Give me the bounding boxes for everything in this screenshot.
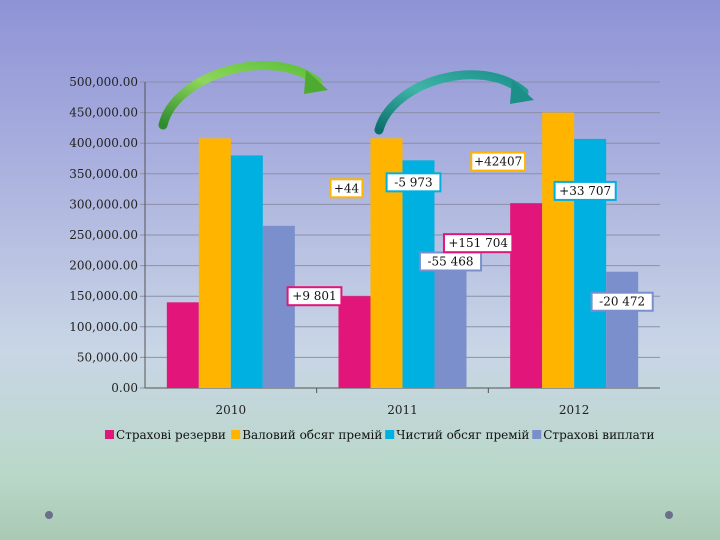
annotation-box: +9 801 (286, 286, 343, 307)
bullet-dot-right (665, 511, 673, 519)
legend: Страхові резерви Валовий обсяг премій Чист… (105, 428, 654, 442)
y-tick-label: 150,000.00 (69, 289, 138, 303)
annotation-box: -20 472 (590, 291, 654, 312)
annotation-box: +42407 (470, 151, 527, 172)
bar (542, 112, 575, 388)
annotation-frame (385, 172, 442, 193)
bar (166, 302, 199, 388)
arrow-2010-to-2011 (158, 61, 328, 130)
y-tick-label: 300,000.00 (69, 197, 138, 211)
annotation-label: -55 468 (427, 254, 473, 268)
arrow-2011-to-2012 (374, 70, 534, 135)
bullet-dot-left (45, 511, 53, 519)
annotation-label: -5 973 (394, 175, 432, 189)
x-axis-categories: 2010 2011 2012 (216, 403, 590, 417)
legend-label: Чистий обсяг премій (396, 428, 529, 442)
y-tick-label: 500,000.00 (69, 75, 138, 89)
annotation-label: +151 704 (448, 236, 508, 250)
bar (510, 203, 543, 388)
legend-label: Страхові резерви (116, 428, 226, 442)
legend-label: Страхові виплати (543, 428, 654, 442)
y-tick-label: 0.00 (111, 381, 138, 395)
bars (166, 112, 639, 388)
y-tick-label: 400,000.00 (69, 136, 138, 150)
annotation-frame (286, 286, 343, 307)
annotation-label: +9 801 (292, 289, 336, 303)
y-tick-label: 250,000.00 (69, 228, 138, 242)
annotation-frame (329, 178, 364, 199)
annotation-box: +33 707 (553, 180, 617, 201)
annotation-frame (442, 233, 514, 254)
bar (198, 138, 231, 388)
bar (338, 296, 371, 388)
bar (574, 138, 607, 388)
x-category-label: 2012 (559, 403, 590, 417)
y-tick-label: 100,000.00 (69, 320, 138, 334)
x-category-label: 2010 (216, 403, 247, 417)
legend-swatch (532, 430, 542, 439)
bar (230, 155, 263, 388)
annotation-frame (553, 180, 617, 201)
y-tick-label: 200,000.00 (69, 259, 138, 273)
y-axis-ticks: 0.00 50,000.00 100,000.00 150,000.00 200,000… (69, 75, 138, 395)
bar (402, 160, 435, 388)
bar (434, 259, 467, 388)
annotation-box: -5 973 (385, 172, 442, 193)
annotation-label: +33 707 (559, 184, 611, 198)
annotation-frame (470, 151, 527, 172)
change-annotations: +44 -5 973 +9 801 -55 468 +42407 +33 707 +151 … (286, 151, 654, 312)
annotation-frame (590, 291, 654, 312)
bar (262, 225, 295, 388)
bar (606, 271, 639, 388)
y-tick-label: 350,000.00 (69, 167, 138, 181)
annotation-box: -55 468 (418, 251, 483, 272)
legend-swatch (105, 430, 114, 439)
legend-swatch (385, 430, 395, 439)
y-tick-label: 50,000.00 (77, 350, 138, 364)
annotation-label: +42407 (474, 155, 522, 169)
y-tick-label: 450,000.00 (69, 106, 138, 120)
annotation-label: +44 (334, 181, 360, 195)
x-category-label: 2011 (387, 403, 418, 417)
annotation-box: +44 (329, 178, 364, 199)
legend-swatch (231, 430, 241, 439)
annotation-label: -20 472 (599, 295, 645, 309)
annotation-box: +151 704 (442, 233, 514, 254)
legend-label: Валовий обсяг премій (242, 428, 382, 442)
